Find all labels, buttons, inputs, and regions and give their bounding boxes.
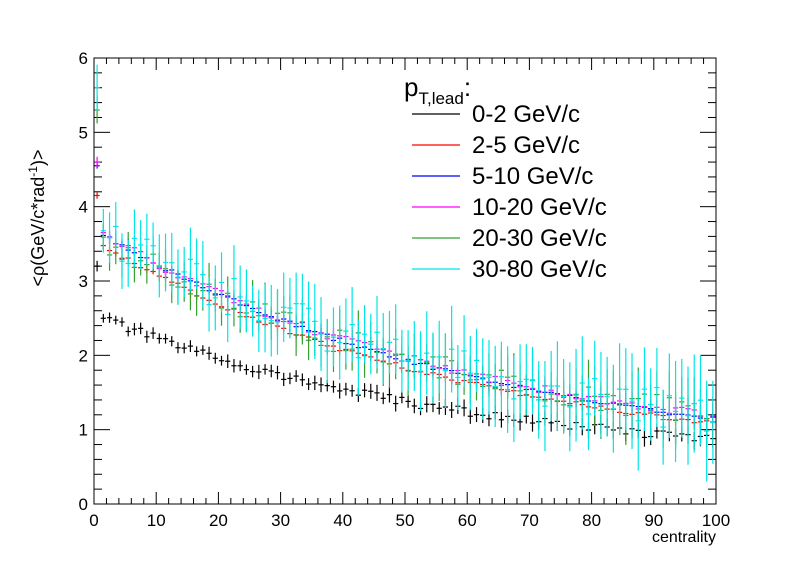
x-tick-label: 60 — [458, 511, 477, 530]
series-layer — [94, 64, 716, 482]
legend-label: 2-5 GeV/c — [472, 132, 580, 159]
series-0-2-gev-c — [94, 260, 716, 450]
legend-title-sub: T,lead — [418, 89, 463, 108]
series-30-80-gev-c — [94, 64, 716, 482]
legend-title: pT,lead: — [404, 72, 471, 108]
x-tick-label: 40 — [333, 511, 352, 530]
legend-label: 10-20 GeV/c — [472, 194, 607, 221]
y-tick-label: 0 — [79, 495, 88, 514]
y-tick-label: 4 — [79, 198, 88, 217]
series-10-20-gev-c — [94, 156, 716, 431]
x-tick-label: 0 — [89, 511, 98, 530]
x-tick-label: 20 — [209, 511, 228, 530]
x-tick-label: 80 — [582, 511, 601, 530]
x-tick-label: 10 — [147, 511, 166, 530]
y-axis-label-sup: -1 — [26, 166, 40, 177]
legend: pT,lead: 0-2 GeV/c 2-5 GeV/c 5-10 GeV/c 10-… — [404, 72, 607, 283]
y-tick-label: 1 — [79, 421, 88, 440]
legend-title-main: p — [404, 72, 418, 102]
legend-label: 0-2 GeV/c — [472, 101, 580, 128]
x-tick-label: 100 — [702, 511, 730, 530]
x-tick-label: 70 — [520, 511, 539, 530]
axes: 0 10 20 30 40 50 60 70 80 90 100 0 1 2 3 4 5 6 — [79, 49, 731, 530]
y-axis-label-main: <ρ(GeV/c*rad — [28, 177, 48, 287]
legend-label: 5-10 GeV/c — [472, 163, 593, 190]
series-2-5-gev-c — [94, 192, 716, 429]
legend-label: 20-30 GeV/c — [472, 225, 607, 252]
plot-frame — [93, 57, 717, 505]
y-tick-label: 3 — [79, 272, 88, 291]
series-20-30-gev-c — [94, 96, 716, 450]
x-tick-label: 50 — [396, 511, 415, 530]
y-axis-label-tail: )> — [28, 150, 48, 167]
x-axis-label: centrality — [652, 529, 716, 546]
series-5-10-gev-c — [94, 163, 716, 425]
y-tick-label: 5 — [79, 123, 88, 142]
x-tick-label: 30 — [271, 511, 290, 530]
y-axis-label: <ρ(GeV/c*rad-1)> — [26, 150, 48, 287]
legend-title-tail: : — [464, 72, 471, 102]
y-tick-label: 2 — [79, 346, 88, 365]
legend-label: 30-80 GeV/c — [472, 256, 607, 283]
y-tick-label: 6 — [79, 49, 88, 68]
x-tick-label: 90 — [644, 511, 663, 530]
